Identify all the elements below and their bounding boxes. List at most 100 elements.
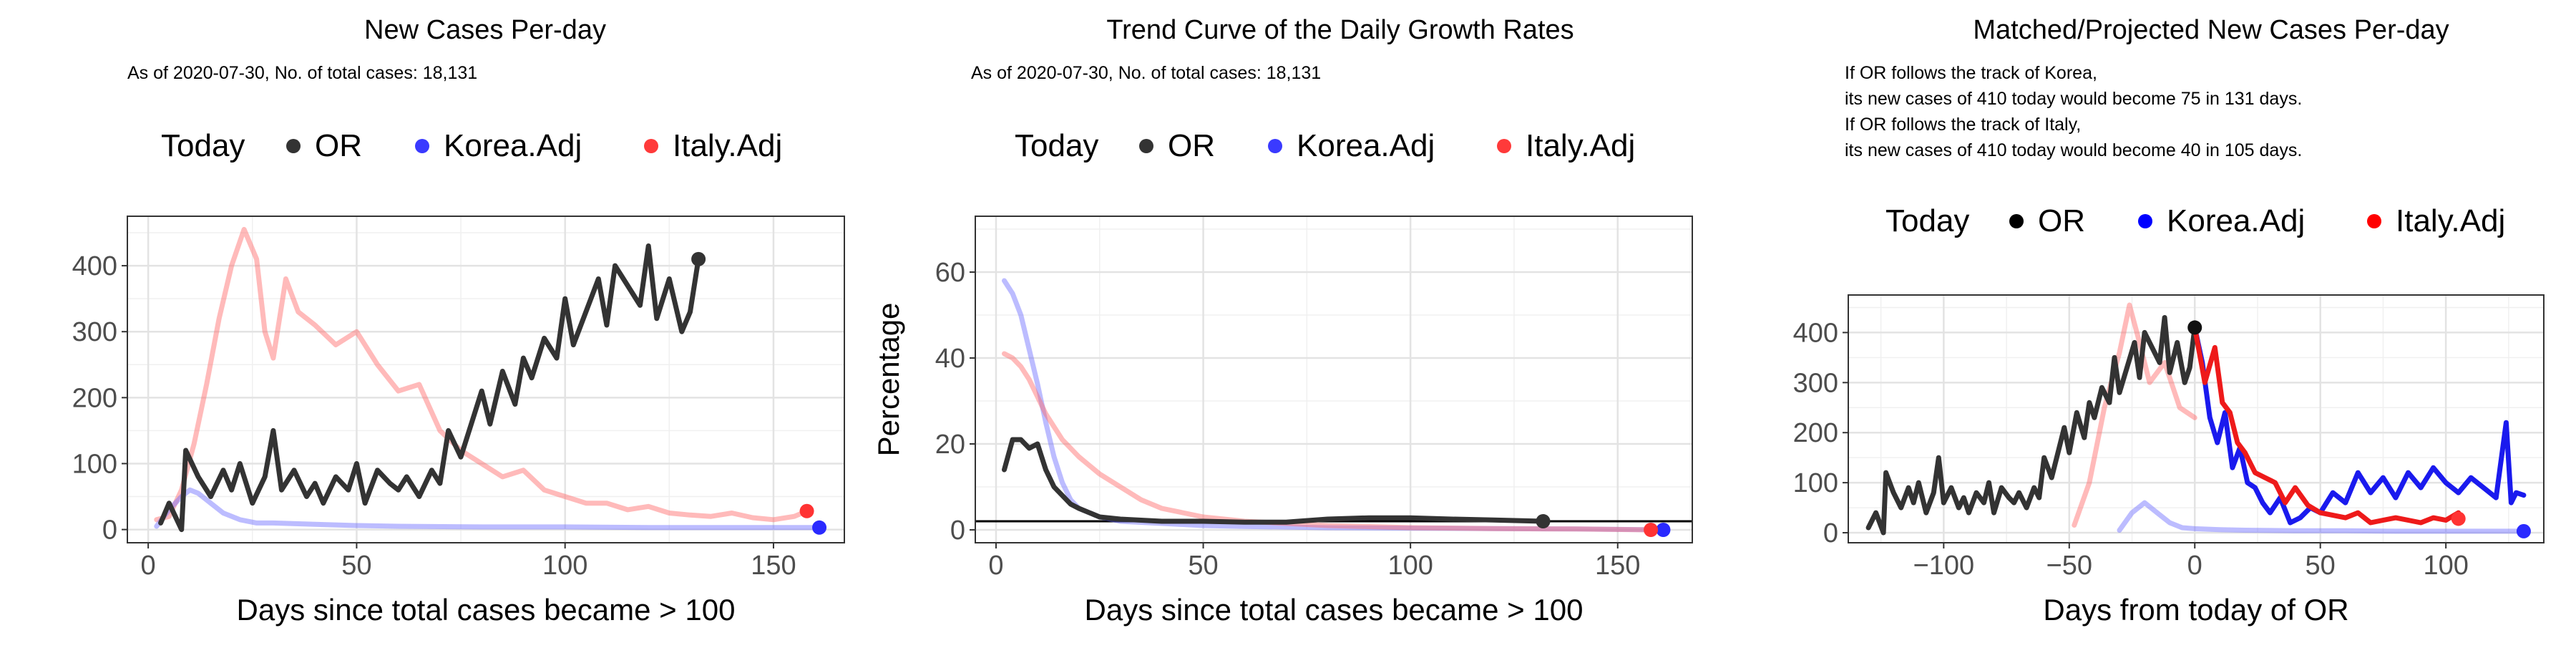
series-line-or: [158, 243, 701, 533]
today-point-korea-adj: [2516, 523, 2531, 538]
today-point-korea-adj: [1656, 523, 1671, 537]
y-tick-label: 20: [935, 430, 965, 460]
axis-ticks: 0 50 100 150 0 100 200 300 400: [72, 251, 796, 581]
legend-label-korea: Korea.Adj: [2167, 203, 2305, 238]
legend-key-korea: [2138, 214, 2152, 228]
series-line-italy-adj-projected: [2192, 324, 2462, 526]
y-tick-label: 0: [102, 516, 117, 546]
today-point-italy-adj: [2451, 511, 2466, 526]
legend-key-or: [286, 139, 301, 153]
plot-series: [154, 226, 827, 535]
legend-key-or: [1139, 139, 1153, 153]
chart-title: Trend Curve of the Daily Growth Rates: [1106, 15, 1574, 45]
legend: Today OR Korea.Adj Italy.Adj: [1885, 203, 2505, 238]
legend-label-korea: Korea.Adj: [1297, 128, 1435, 163]
y-tick-label: 0: [950, 516, 965, 546]
annotation-line: its new cases of 410 today would become …: [1845, 140, 2302, 160]
y-tick-label: 100: [1793, 468, 1838, 498]
x-tick-label: 0: [2187, 551, 2202, 581]
legend-key-korea: [415, 139, 429, 153]
today-point-korea-adj: [812, 520, 827, 535]
legend-key-korea: [1268, 139, 1282, 153]
plot-grid: [975, 216, 1692, 543]
x-tick-label: 50: [341, 551, 371, 581]
legend-title: Today: [1885, 203, 1969, 238]
legend-label-italy: Italy.Adj: [673, 128, 782, 163]
chart-subtitle: As of 2020-07-30, No. of total cases: 18…: [127, 63, 477, 83]
legend-label-or: OR: [1168, 128, 1215, 163]
x-tick-label: 150: [751, 551, 796, 581]
legend-key-or: [2009, 214, 2024, 228]
plot-grid: [127, 216, 844, 543]
legend-label-korea: Korea.Adj: [444, 128, 582, 163]
y-tick-label: 300: [1793, 368, 1838, 398]
y-tick-label: 200: [72, 383, 117, 413]
x-tick-label: 100: [2423, 551, 2468, 581]
y-tick-label: 200: [1793, 418, 1838, 448]
chart-subtitle: As of 2020-07-30, No. of total cases: 18…: [971, 63, 1321, 83]
series-line-italy-adj: [1002, 351, 1654, 533]
x-tick-label: 0: [988, 551, 1003, 581]
today-point-or: [1536, 514, 1551, 528]
panel-growth-rates: Trend Curve of the Daily Growth Rates As…: [872, 15, 1693, 627]
y-tick-label: 300: [72, 317, 117, 347]
legend-label-italy: Italy.Adj: [2396, 203, 2505, 238]
axis-ticks: −100 −50 0 50 100 0 100 200 300 400: [1793, 318, 2469, 581]
annotation-line: its new cases of 410 today would become …: [1845, 89, 2302, 109]
x-tick-label: 100: [1387, 551, 1433, 581]
series-line-korea-adj: [154, 487, 822, 531]
series-line-or: [1865, 315, 2197, 536]
series-line-italy-adj: [2072, 302, 2197, 528]
x-axis-label: Days from today of OR: [2043, 593, 2348, 627]
chart-title: Matched/Projected New Cases Per-day: [1973, 15, 2449, 45]
legend-label-or: OR: [2038, 203, 2085, 238]
x-axis-label: Days since total cases became > 100: [237, 593, 736, 627]
legend-title: Today: [161, 128, 245, 163]
legend: Today OR Korea.Adj Italy.Adj: [161, 128, 782, 163]
y-axis-label: Percentage: [872, 303, 905, 457]
plot-series: [975, 278, 1692, 537]
x-tick-label: 100: [542, 551, 587, 581]
x-tick-label: −100: [1913, 551, 1975, 581]
legend-label-italy: Italy.Adj: [1526, 128, 1635, 163]
y-tick-label: 40: [935, 344, 965, 374]
x-tick-label: 0: [141, 551, 156, 581]
plot-border: [127, 216, 845, 543]
series-line-korea-adj: [2117, 500, 2527, 534]
y-tick-label: 100: [72, 449, 117, 479]
series-line-korea-adj-projected: [2192, 324, 2527, 526]
legend-label-or: OR: [315, 128, 362, 163]
today-point-italy-adj: [1644, 523, 1659, 537]
x-tick-label: 150: [1595, 551, 1640, 581]
legend-key-italy: [1497, 139, 1511, 153]
plot-series: [1865, 302, 2531, 538]
annotation: If OR follows the track of Korea, its ne…: [1845, 63, 2302, 160]
legend-key-italy: [2367, 214, 2381, 228]
today-point-or: [691, 251, 706, 266]
annotation-line: If OR follows the track of Italy,: [1845, 115, 2081, 135]
x-axis-label: Days since total cases became > 100: [1085, 593, 1584, 627]
y-tick-label: 400: [72, 251, 117, 281]
today-point-italy-adj: [799, 503, 814, 518]
x-tick-label: 50: [2306, 551, 2336, 581]
legend: Today OR Korea.Adj Italy.Adj: [1015, 128, 1635, 163]
x-tick-label: 50: [1188, 551, 1218, 581]
plot-background: [975, 216, 1692, 543]
today-point-or: [2187, 320, 2202, 335]
y-tick-label: 400: [1793, 318, 1838, 348]
chart-title: New Cases Per-day: [364, 15, 606, 45]
series-line-italy-adj: [154, 226, 810, 523]
annotation-line: If OR follows the track of Korea,: [1845, 63, 2097, 83]
legend-title: Today: [1015, 128, 1098, 163]
series-line-or: [1002, 437, 1546, 525]
plot-border: [975, 216, 1693, 543]
y-tick-label: 0: [1823, 518, 1838, 548]
panel-projected: Matched/Projected New Cases Per-day If O…: [1793, 15, 2545, 627]
x-tick-label: −50: [2046, 551, 2092, 581]
legend-key-italy: [644, 139, 658, 153]
plot-border: [1848, 294, 2545, 543]
axis-ticks: 0 50 100 150 0 20 40 60: [935, 258, 1641, 581]
panel-new-cases: New Cases Per-day As of 2020-07-30, No. …: [72, 15, 845, 627]
